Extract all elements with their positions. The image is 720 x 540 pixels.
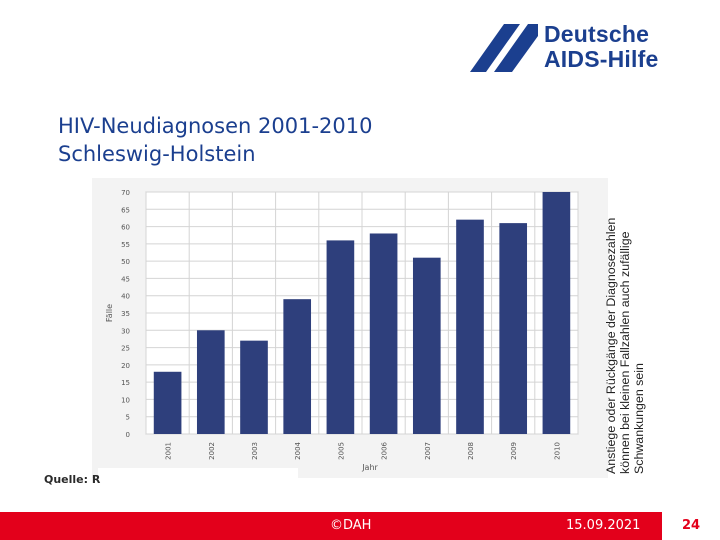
y-tick-label: 40 <box>121 293 130 301</box>
x-axis-label: Jahr <box>361 463 378 472</box>
y-tick-label: 35 <box>121 310 130 318</box>
x-tick-label: 2009 <box>510 442 518 460</box>
bar <box>542 192 571 434</box>
y-tick-label: 50 <box>121 258 130 266</box>
source-label: Quelle: R <box>44 473 101 486</box>
footer-copyright: ©DAH <box>330 518 372 533</box>
y-tick-label: 70 <box>121 189 130 197</box>
bar <box>283 299 312 434</box>
x-tick-label: 2003 <box>251 442 259 460</box>
y-tick-label: 10 <box>121 396 130 404</box>
bar <box>456 219 484 434</box>
x-tick-label: 2010 <box>553 442 561 460</box>
bar <box>153 371 182 434</box>
bar-chart: 0 5 10 15 20 25 30 35 40 45 50 55 60 65 70 2001 2002 2003… <box>92 178 608 478</box>
logo-mark-icon <box>470 24 538 72</box>
y-tick-label: 65 <box>121 206 130 214</box>
x-tick-label: 2002 <box>208 442 216 460</box>
bar <box>240 340 268 434</box>
y-tick-label: 0 <box>126 431 130 439</box>
x-tick-label: 2004 <box>294 441 302 459</box>
bar <box>326 240 355 434</box>
x-tick-label: 2006 <box>381 441 389 459</box>
brand-name: Deutsche AIDS-Hilfe <box>544 22 658 72</box>
footer: ©DAH 15.09.2021 24 <box>0 512 720 540</box>
side-note: Anstiege oder Rückgänge der Diagnosezahl… <box>604 217 646 474</box>
slide-title-line1: HIV-Neudiagnosen 2001-2010 <box>58 114 373 138</box>
x-tick-label: 2005 <box>337 442 345 460</box>
bar <box>412 257 441 434</box>
source-cover <box>98 468 298 488</box>
bar <box>369 233 398 434</box>
y-tick-label: 5 <box>126 414 130 422</box>
y-tick-label: 20 <box>121 362 130 370</box>
y-tick-label: 15 <box>121 379 130 387</box>
footer-page-number: 24 <box>682 518 701 533</box>
brand-name-line2: AIDS-Hilfe <box>544 46 659 72</box>
y-tick-label: 30 <box>121 327 130 335</box>
y-tick-label: 55 <box>121 241 130 249</box>
x-tick-label: 2008 <box>467 442 475 460</box>
y-tick-label: 25 <box>121 345 130 353</box>
footer-bar <box>0 512 662 540</box>
y-tick-label: 60 <box>121 224 130 232</box>
x-tick-label: 2001 <box>165 442 173 460</box>
brand-logo: Deutsche AIDS-Hilfe <box>466 22 676 74</box>
bar <box>196 330 225 434</box>
slide-title-line2: Schleswig-Holstein <box>58 142 256 166</box>
brand-name-line1: Deutsche <box>544 21 650 47</box>
footer-date: 15.09.2021 <box>566 518 641 533</box>
x-tick-label: 2007 <box>424 442 432 460</box>
y-axis-label: Fälle <box>105 304 114 322</box>
slide-title: HIV-Neudiagnosen 2001-2010 Schleswig-Hol… <box>58 112 372 168</box>
bar <box>499 223 528 434</box>
y-tick-label: 45 <box>121 275 130 283</box>
